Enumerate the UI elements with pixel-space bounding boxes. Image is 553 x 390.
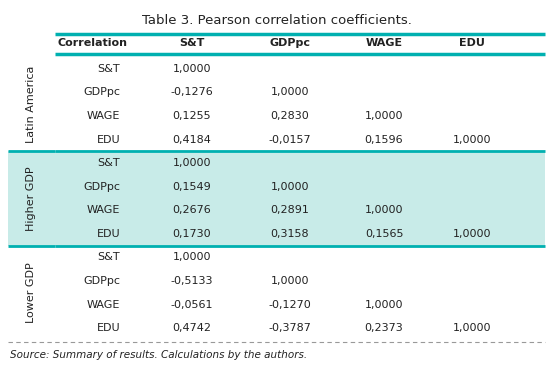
- Text: 1,0000: 1,0000: [365, 300, 403, 310]
- Text: WAGE: WAGE: [87, 111, 120, 121]
- Text: -0,0561: -0,0561: [171, 300, 213, 310]
- Text: 1,0000: 1,0000: [453, 323, 491, 333]
- Text: 1,0000: 1,0000: [173, 158, 211, 168]
- Text: -0,5133: -0,5133: [171, 276, 213, 286]
- FancyBboxPatch shape: [8, 151, 545, 246]
- Text: 0,1730: 0,1730: [173, 229, 211, 239]
- Text: Lower GDP: Lower GDP: [27, 262, 36, 323]
- Text: EDU: EDU: [96, 323, 120, 333]
- Text: 0,3158: 0,3158: [270, 229, 309, 239]
- Text: 0,4184: 0,4184: [173, 135, 211, 145]
- Text: 1,0000: 1,0000: [173, 64, 211, 74]
- Text: 1,0000: 1,0000: [271, 87, 309, 98]
- Text: Latin America: Latin America: [27, 66, 36, 143]
- Text: Source: Summary of results. Calculations by the authors.: Source: Summary of results. Calculations…: [10, 350, 307, 360]
- Text: 0,1596: 0,1596: [364, 135, 403, 145]
- FancyBboxPatch shape: [8, 246, 545, 340]
- FancyBboxPatch shape: [8, 57, 545, 151]
- Text: GDPpc: GDPpc: [269, 38, 310, 48]
- Text: -0,1270: -0,1270: [269, 300, 311, 310]
- Text: 1,0000: 1,0000: [271, 276, 309, 286]
- Text: WAGE: WAGE: [87, 300, 120, 310]
- Text: S&T: S&T: [179, 38, 205, 48]
- Text: 0,1549: 0,1549: [173, 182, 211, 192]
- Text: WAGE: WAGE: [366, 38, 403, 48]
- Text: -0,1276: -0,1276: [171, 87, 213, 98]
- Text: Table 3. Pearson correlation coefficients.: Table 3. Pearson correlation coefficient…: [142, 14, 411, 27]
- Text: 0,1565: 0,1565: [365, 229, 403, 239]
- Text: S&T: S&T: [97, 252, 120, 262]
- Text: 0,2373: 0,2373: [364, 323, 403, 333]
- Text: 1,0000: 1,0000: [453, 135, 491, 145]
- Text: S&T: S&T: [97, 158, 120, 168]
- Text: EDU: EDU: [96, 135, 120, 145]
- Text: 0,4742: 0,4742: [173, 323, 211, 333]
- Text: -0,3787: -0,3787: [269, 323, 311, 333]
- Text: 0,2891: 0,2891: [270, 205, 310, 215]
- Text: 0,2676: 0,2676: [173, 205, 211, 215]
- Text: GDPpc: GDPpc: [83, 87, 120, 98]
- Text: -0,0157: -0,0157: [269, 135, 311, 145]
- Text: 0,2830: 0,2830: [270, 111, 309, 121]
- Text: GDPpc: GDPpc: [83, 182, 120, 192]
- Text: Correlation: Correlation: [58, 38, 128, 48]
- Text: EDU: EDU: [459, 38, 485, 48]
- Text: 1,0000: 1,0000: [453, 229, 491, 239]
- Text: 1,0000: 1,0000: [365, 111, 403, 121]
- Text: 1,0000: 1,0000: [365, 205, 403, 215]
- Text: GDPpc: GDPpc: [83, 276, 120, 286]
- Text: 1,0000: 1,0000: [173, 252, 211, 262]
- Text: 0,1255: 0,1255: [173, 111, 211, 121]
- Text: WAGE: WAGE: [87, 205, 120, 215]
- Text: S&T: S&T: [97, 64, 120, 74]
- Text: EDU: EDU: [96, 229, 120, 239]
- Text: 1,0000: 1,0000: [271, 182, 309, 192]
- Text: Higher GDP: Higher GDP: [27, 166, 36, 231]
